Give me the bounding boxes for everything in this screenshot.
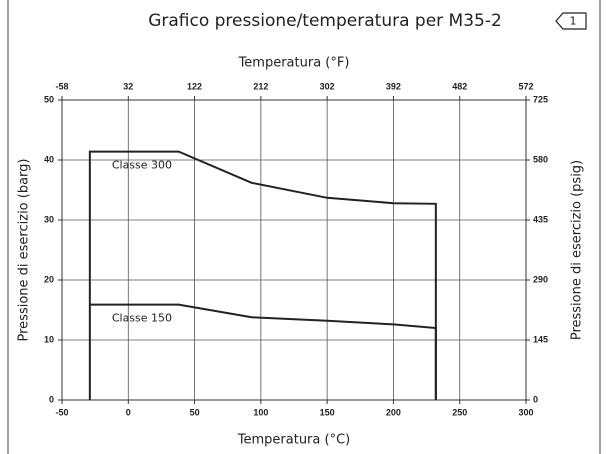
series-label: Classe 300 bbox=[112, 159, 172, 172]
y2-tick-label: 725 bbox=[533, 94, 548, 104]
y-tick-label: 10 bbox=[44, 334, 54, 344]
y-tick-label: 30 bbox=[44, 214, 54, 224]
x2-tick-label: 572 bbox=[518, 81, 533, 91]
series-line bbox=[88, 150, 437, 400]
y-axis-title: Pressione di esercizio (barg) bbox=[17, 159, 32, 342]
x2-axis-title: Temperatura (°F) bbox=[238, 56, 350, 71]
x-tick-label: 0 bbox=[126, 407, 131, 417]
x-tick-label: 250 bbox=[452, 407, 467, 417]
y2-tick-label: 0 bbox=[533, 394, 538, 404]
y-tick-label: 0 bbox=[49, 394, 54, 404]
x2-tick-label: 482 bbox=[452, 81, 467, 91]
series-label: Classe 150 bbox=[112, 312, 172, 325]
x-tick-label: -50 bbox=[55, 407, 68, 417]
x2-tick-label: 122 bbox=[187, 81, 202, 91]
chart-title: Grafico pressione/temperatura per M35-2 bbox=[148, 11, 502, 31]
y2-axis-title: Pressione di esercizio (psig) bbox=[570, 160, 585, 340]
y2-tick-label: 290 bbox=[533, 274, 548, 284]
x-tick-label: 200 bbox=[386, 407, 401, 417]
plot-frame bbox=[61, 99, 527, 401]
x-tick-label: 300 bbox=[518, 407, 533, 417]
x2-tick-label: 392 bbox=[386, 81, 401, 91]
x2-tick-label: 212 bbox=[253, 81, 268, 91]
y-tick-label: 20 bbox=[44, 274, 54, 284]
x2-tick-label: -58 bbox=[55, 81, 68, 91]
y-tick-label: 50 bbox=[44, 94, 54, 104]
page-badge-frame bbox=[555, 12, 587, 30]
y-tick-label: 40 bbox=[44, 154, 54, 164]
x-tick-label: 100 bbox=[253, 407, 268, 417]
page-badge: 1 bbox=[570, 15, 577, 28]
x2-tick-label: 32 bbox=[123, 81, 133, 91]
y2-tick-label: 145 bbox=[533, 334, 548, 344]
x-tick-label: 50 bbox=[190, 407, 200, 417]
x2-tick-label: 302 bbox=[320, 81, 335, 91]
y2-tick-label: 435 bbox=[533, 214, 548, 224]
x-axis-title: Temperatura (°C) bbox=[237, 433, 350, 448]
series-line bbox=[89, 303, 437, 400]
x-tick-label: 150 bbox=[320, 407, 335, 417]
y2-tick-label: 580 bbox=[533, 154, 548, 164]
